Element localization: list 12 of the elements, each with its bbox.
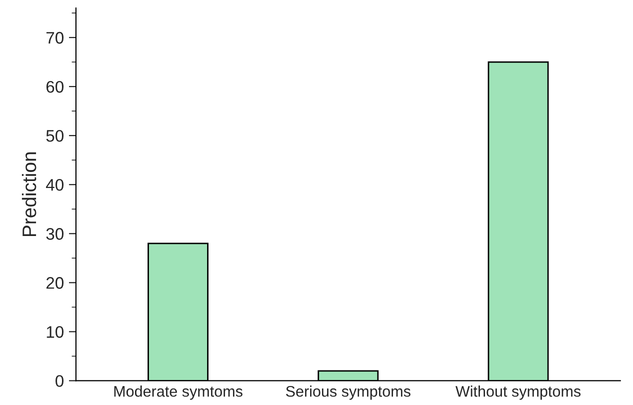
y-tick-label: 0 [56,375,64,387]
y-tick-label: 40 [46,178,64,191]
y-tick-label: 60 [46,80,64,93]
y-tick-label: 10 [46,326,64,338]
y-tick-label: 50 [46,130,64,142]
y-tick-label: 20 [46,277,64,289]
x-tick-label: Without symptoms [456,386,581,400]
y-tick-label: 70 [46,32,64,44]
x-tick-label: Serious symptoms [286,386,410,400]
y-axis-title: Prediction [22,152,36,236]
x-tick-label: Moderate symtoms [114,386,242,400]
y-tick-label: 30 [46,228,64,240]
